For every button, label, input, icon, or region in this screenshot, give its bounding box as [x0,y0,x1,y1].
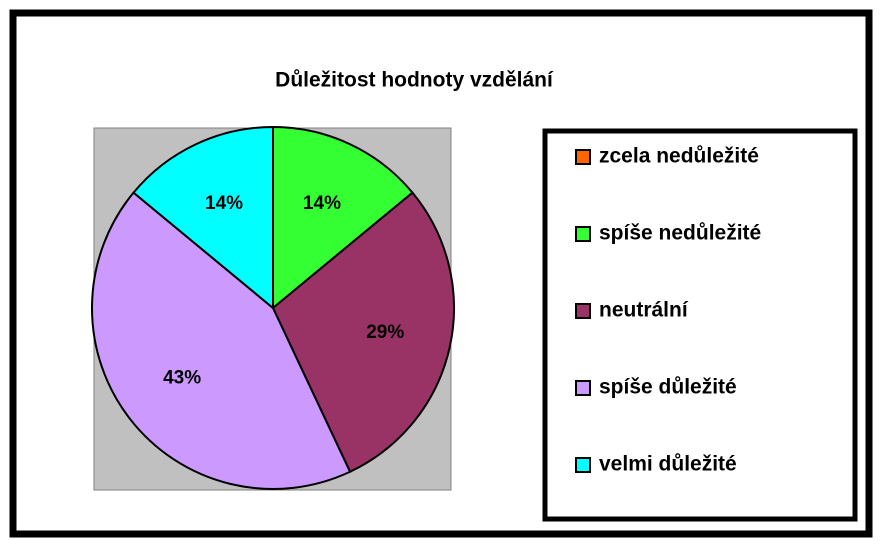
chart-title: Důležitost hodnoty vzdělání [275,69,554,92]
legend [542,128,858,522]
legend-swatch [575,149,591,165]
legend-swatch [575,303,591,319]
legend-swatch [575,457,591,473]
legend-label: spíše důležité [599,376,737,399]
legend-label: spíše nedůležité [599,222,761,245]
pie-slice [91,191,352,490]
legend-label: zcela nedůležité [599,145,759,168]
data-label: 29% [366,322,404,343]
data-label: 14% [303,193,341,214]
legend-swatch [575,226,591,242]
legend-swatch [575,380,591,396]
data-label: 43% [163,367,201,388]
data-label: 14% [205,193,243,214]
legend-label: velmi důležité [599,453,737,476]
pie-slice [272,125,414,311]
legend-label: neutrální [599,299,689,322]
pie-slice [132,125,274,311]
